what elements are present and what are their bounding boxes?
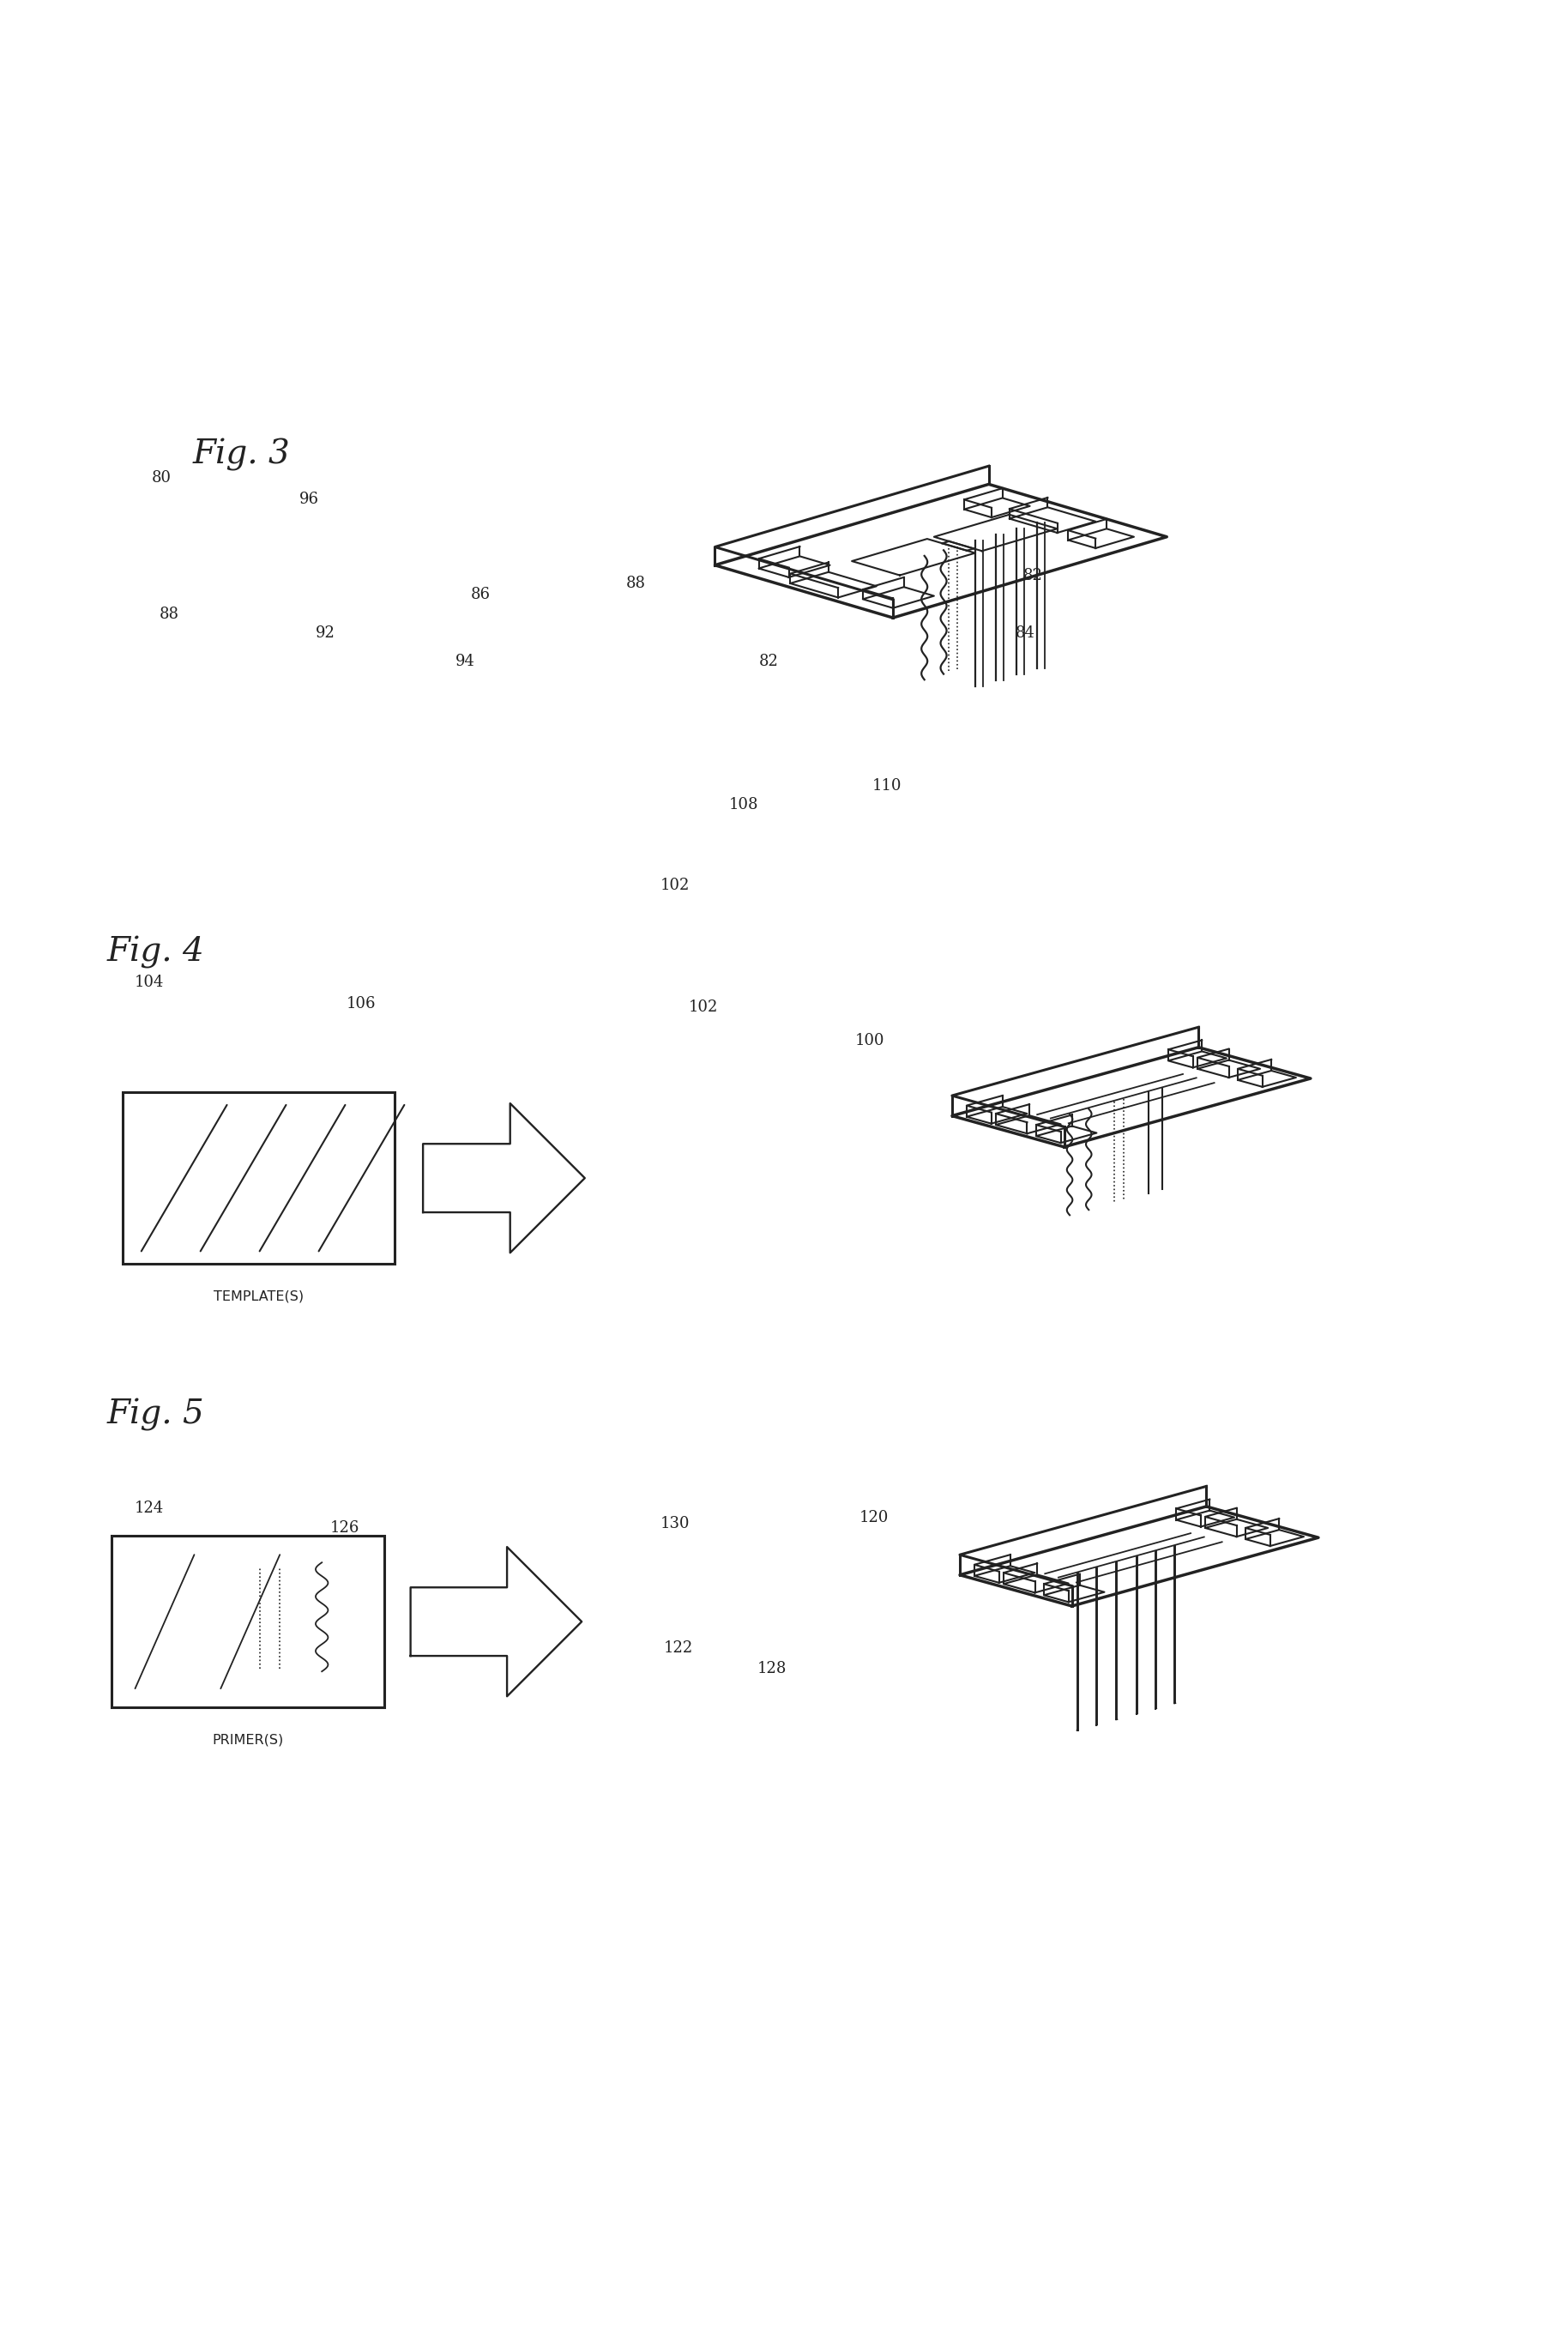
Text: 110: 110 <box>872 779 902 793</box>
Text: 88: 88 <box>160 607 179 623</box>
Text: Fig. 4: Fig. 4 <box>107 937 205 970</box>
Text: Fig. 5: Fig. 5 <box>107 1397 205 1430</box>
Text: 108: 108 <box>729 797 759 811</box>
Text: 84: 84 <box>1016 625 1035 642</box>
Text: PRIMER(S): PRIMER(S) <box>212 1734 284 1746</box>
Text: 124: 124 <box>135 1500 163 1516</box>
Text: 120: 120 <box>859 1509 889 1525</box>
Text: Fig. 3: Fig. 3 <box>193 437 290 470</box>
Text: 88: 88 <box>626 577 646 591</box>
Text: 126: 126 <box>331 1521 361 1537</box>
Text: 86: 86 <box>470 586 491 602</box>
Text: 92: 92 <box>315 625 334 642</box>
Text: 102: 102 <box>660 879 690 893</box>
Text: 100: 100 <box>855 1032 884 1049</box>
Text: 102: 102 <box>688 1000 718 1014</box>
Text: 82: 82 <box>1024 567 1043 584</box>
Text: TEMPLATE(S): TEMPLATE(S) <box>213 1290 304 1302</box>
Bar <box>111 1537 384 1707</box>
Text: 128: 128 <box>757 1660 786 1676</box>
Text: 82: 82 <box>759 653 778 670</box>
Text: 122: 122 <box>663 1641 693 1655</box>
Text: 80: 80 <box>152 470 171 486</box>
Bar <box>122 1093 395 1265</box>
Text: 106: 106 <box>347 995 376 1011</box>
Text: 130: 130 <box>660 1516 690 1532</box>
Text: 104: 104 <box>135 974 165 990</box>
Text: 96: 96 <box>299 493 320 507</box>
Text: 94: 94 <box>455 653 475 670</box>
